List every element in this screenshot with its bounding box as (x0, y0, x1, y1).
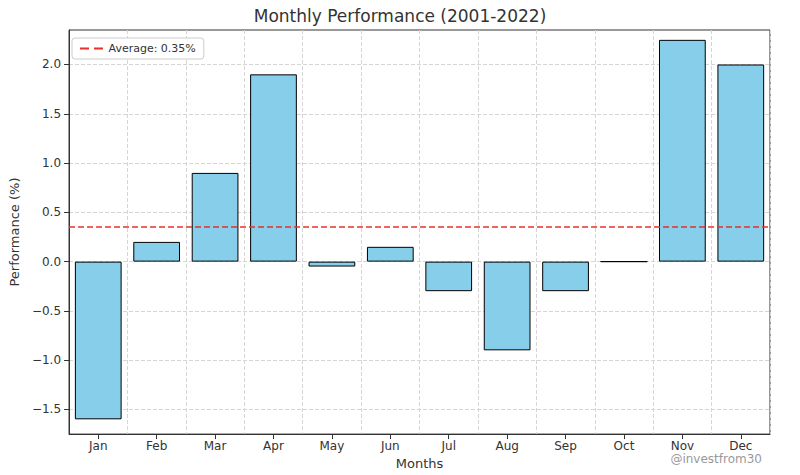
svg-text:Apr: Apr (263, 439, 284, 453)
svg-text:Months: Months (396, 456, 444, 471)
svg-text:May: May (319, 439, 344, 453)
svg-text:Oct: Oct (614, 439, 635, 453)
svg-text:−1.5: −1.5 (32, 402, 61, 416)
svg-text:Aug: Aug (495, 439, 518, 453)
svg-text:Average: 0.35%: Average: 0.35% (109, 42, 196, 55)
svg-text:1.5: 1.5 (42, 107, 61, 121)
svg-text:1.0: 1.0 (42, 156, 61, 170)
svg-text:−1.0: −1.0 (32, 353, 61, 367)
svg-text:−0.5: −0.5 (32, 304, 61, 318)
svg-text:Monthly Performance (2001-2022: Monthly Performance (2001-2022) (254, 6, 547, 26)
svg-text:Sep: Sep (554, 439, 577, 453)
svg-text:Performance (%): Performance (%) (7, 178, 22, 287)
svg-text:Nov: Nov (671, 439, 694, 453)
svg-text:Mar: Mar (204, 439, 227, 453)
svg-text:Jan: Jan (88, 439, 108, 453)
svg-text:0.0: 0.0 (42, 255, 61, 269)
svg-text:Jun: Jun (380, 439, 400, 453)
svg-text:2.0: 2.0 (42, 57, 61, 71)
svg-text:Feb: Feb (146, 439, 167, 453)
svg-text:Dec: Dec (729, 439, 752, 453)
svg-text:@investfrom30: @investfrom30 (670, 452, 762, 466)
svg-text:Jul: Jul (440, 439, 455, 453)
svg-text:0.5: 0.5 (42, 205, 61, 219)
